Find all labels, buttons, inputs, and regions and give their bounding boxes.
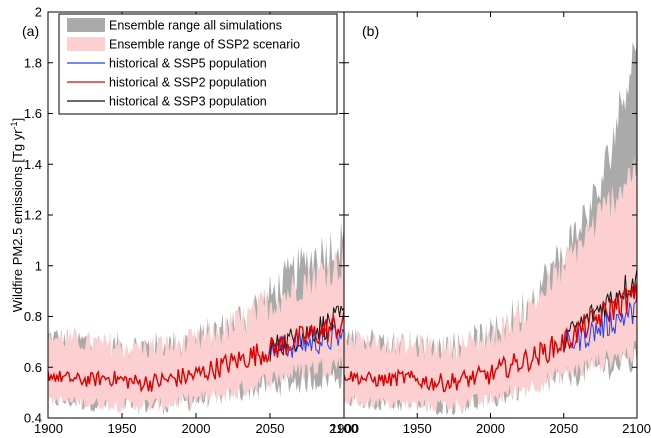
y-tick-label: 1: [35, 258, 42, 273]
legend-item-ssp2: historical & SSP2 population: [67, 76, 267, 90]
y-tick-label: 1.6: [24, 106, 42, 121]
y-axis-label: Wildfire PM2.5 emissions [Tg yr-1]: [9, 118, 25, 312]
y-tick-label: 1.2: [24, 208, 42, 223]
legend-label: historical & SSP2 population: [109, 76, 267, 90]
y-axis-label-main: Wildfire PM2.5 emissions [Tg yr: [10, 129, 25, 312]
panel-b: 1900 1950 2000 2050 2100 (b): [330, 11, 651, 436]
x-tick-label: 1950: [403, 421, 432, 436]
plot-area: [344, 42, 637, 416]
ssp3-population-line: [269, 305, 344, 362]
legend-swatch: [67, 37, 105, 51]
legend-item-ssp2-scenario: Ensemble range of SSP2 scenario: [67, 37, 300, 52]
y-axis-label-sup: -1: [9, 121, 19, 129]
legend-swatch: [67, 18, 105, 32]
x-tick-label: 2050: [256, 421, 285, 436]
x-tick-label: 1900: [330, 421, 359, 436]
x-tick-label: 2050: [549, 421, 578, 436]
x-tick-label: 1950: [108, 421, 137, 436]
x-tick-label: 2100: [329, 421, 358, 436]
x-tick-label: 2000: [182, 421, 211, 436]
legend-label: Ensemble range of SSP2 scenario: [109, 38, 300, 52]
ssp5-population-line: [563, 297, 637, 353]
ssp2-population-line: [344, 283, 637, 393]
y-tick-label: 2: [35, 5, 42, 20]
ssp2-population-line: [48, 310, 344, 393]
panel-label: (a): [22, 23, 39, 39]
x-tick-label: 2000: [476, 421, 505, 436]
panel-a: 0.4 0.6 0.8 1 1.2 1.4 1.6 1.8 2 1900 1950 2000 2050 2…: [22, 5, 358, 437]
x-tick-label: 2100: [622, 421, 651, 436]
y-tick-label: 1.4: [24, 157, 42, 172]
ensemble-range-ssp2-band: [48, 244, 344, 414]
legend-item-ssp5: historical & SSP5 population: [67, 57, 267, 71]
legend-item-ssp3: historical & SSP3 population: [67, 95, 267, 109]
legend-box: [58, 13, 338, 115]
legend-label: historical & SSP5 population: [109, 57, 267, 71]
y-tick-label: 0.8: [24, 309, 42, 324]
panel-label: (b): [362, 23, 379, 39]
y-tick-label: 0.6: [24, 360, 42, 375]
legend-item-all-simulations: Ensemble range all simulations: [67, 18, 282, 33]
plot-area: [48, 221, 344, 416]
y-tick-label: 1.8: [24, 55, 42, 70]
legend: Ensemble range all simulations Ensemble r…: [58, 13, 338, 115]
y-axis-label-close: ]: [10, 118, 25, 122]
x-tick-label: 1900: [34, 421, 63, 436]
legend-label: historical & SSP3 population: [109, 95, 267, 109]
legend-label: Ensemble range all simulations: [109, 19, 282, 33]
y-tick-label: 0.4: [24, 411, 42, 426]
